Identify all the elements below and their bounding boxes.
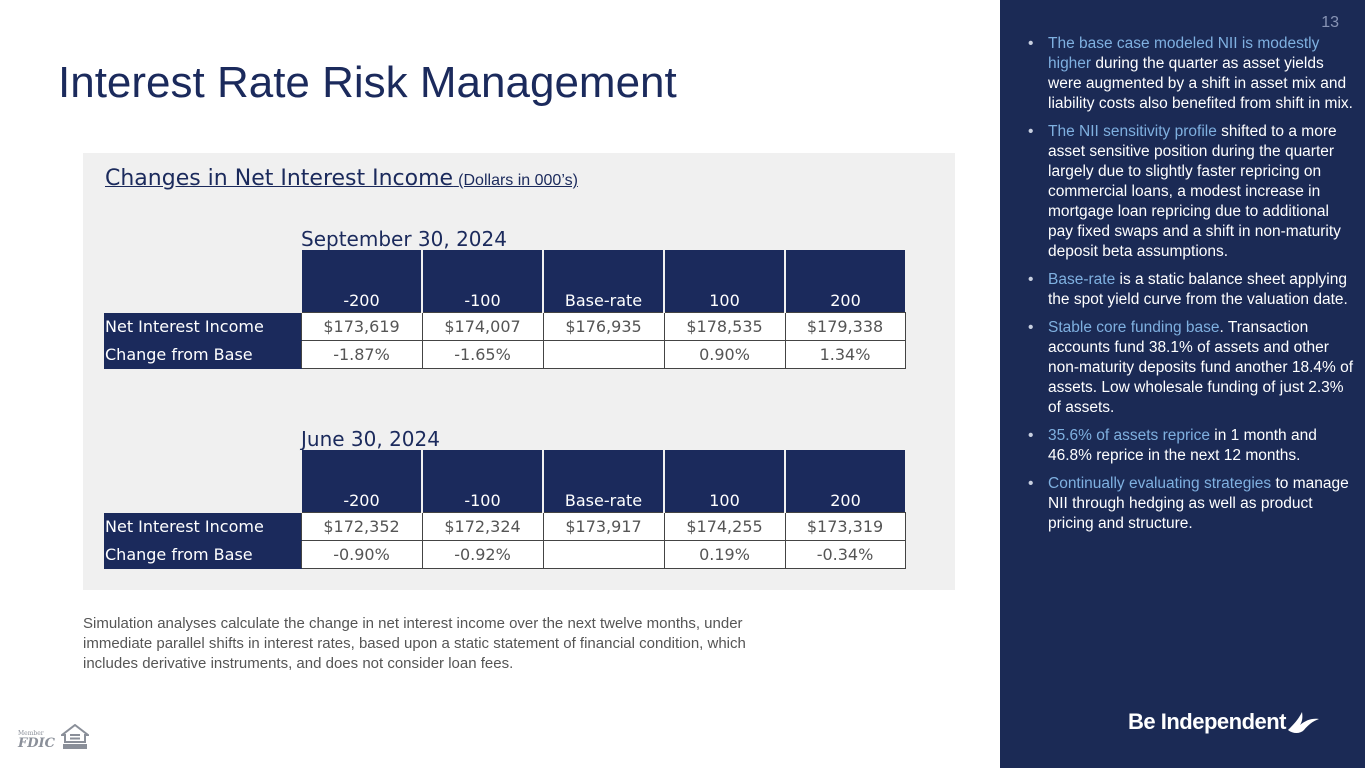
panel-title-main: Changes in Net Interest Income	[105, 166, 454, 191]
table-row: Net Interest Income $172,352 $172,324 $1…	[104, 512, 906, 541]
bullet-highlight: Continually evaluating strategies	[1048, 475, 1272, 492]
bullet-text: to manage NII through hedging as well as…	[1048, 475, 1349, 532]
fdic-logos: Member FDIC	[18, 724, 89, 750]
row-label: Change from Base	[104, 540, 301, 569]
table-cell: $176,935	[542, 312, 665, 341]
table-cell: 0.90%	[663, 340, 786, 369]
bullet-highlight: The NII sensitivity profile	[1048, 123, 1217, 140]
page-number: 13	[1321, 14, 1339, 31]
table-cell	[542, 340, 665, 369]
list-item: • Base-rate is a static balance sheet app…	[1028, 271, 1348, 308]
header-cell: 200	[784, 250, 905, 313]
list-item: • The NII sensitivity profile shifted to …	[1028, 123, 1341, 260]
header-cell: -100	[421, 450, 543, 513]
row-label: Net Interest Income	[104, 312, 301, 341]
table-cell: $179,338	[784, 312, 906, 341]
header-cell: -200	[300, 450, 422, 513]
table-cell: $173,619	[300, 312, 423, 341]
header-blank	[104, 250, 301, 313]
bullet-highlight: The base case modeled NII is modestly hi…	[1048, 35, 1320, 72]
table-cell: $174,007	[421, 312, 544, 341]
fdic-member-text: Member	[18, 730, 44, 737]
header-cell: 100	[663, 250, 785, 313]
header-row: -200 -100 Base-rate 100 200	[104, 250, 905, 313]
panel-title: Changes in Net Interest Income (Dollars …	[105, 166, 578, 191]
bird-icon	[1288, 712, 1320, 733]
table-cell: $173,319	[784, 512, 906, 541]
header-cell: -100	[421, 250, 543, 313]
list-item: • Stable core funding base. Transaction a…	[1028, 319, 1354, 416]
table-row: Change from Base -0.90% -0.92% 0.19% -0.…	[104, 540, 906, 569]
row-label: Change from Base	[104, 340, 301, 369]
fdic-logo: Member FDIC	[18, 730, 55, 751]
bullet-text: is a static balance sheet applying the s…	[1048, 271, 1348, 308]
page-title: Interest Rate Risk Management	[58, 58, 677, 107]
table-cell: -0.90%	[300, 540, 423, 569]
table-cell: -1.87%	[300, 340, 423, 369]
table-cell: $172,352	[300, 512, 423, 541]
rates-table-sep: -200 -100 Base-rate 100 200 Net Interest…	[104, 250, 906, 369]
table-cell	[542, 540, 665, 569]
list-item: • 35.6% of assets reprice in 1 month and …	[1028, 427, 1317, 464]
bullet-text: during the quarter as asset yields were …	[1048, 55, 1353, 112]
bullet-text: in 1 month and 46.8% reprice in the next…	[1048, 427, 1317, 464]
table-row: Net Interest Income $173,619 $174,007 $1…	[104, 312, 906, 341]
header-cell: -200	[300, 250, 422, 313]
bullet-highlight: Base-rate	[1048, 271, 1116, 288]
sidebar: 13 • The base case modeled NII is modestl…	[1000, 0, 1365, 768]
header-cell: Base-rate	[542, 250, 664, 313]
table-cell: 1.34%	[784, 340, 906, 369]
table-cell: -0.34%	[784, 540, 906, 569]
bullet-text: shifted to a more asset sensitive positi…	[1048, 123, 1341, 260]
brand-logo: Be Independent	[1128, 708, 1320, 736]
rates-table-jun: -200 -100 Base-rate 100 200 Net Interest…	[104, 450, 906, 569]
table-cell: -0.92%	[421, 540, 544, 569]
row-label: Net Interest Income	[104, 512, 301, 541]
bullet-text: . Transaction accounts fund 38.1% of ass…	[1048, 319, 1354, 416]
header-cell: Base-rate	[542, 450, 664, 513]
header-cell: 200	[784, 450, 905, 513]
list-item: • The base case modeled NII is modestly h…	[1028, 35, 1353, 112]
period-label-jun: June 30, 2024	[301, 427, 440, 451]
footnote: Simulation analyses calculate the change…	[83, 615, 746, 672]
table-cell: 0.19%	[663, 540, 786, 569]
bullet-highlight: 35.6% of assets reprice	[1048, 427, 1210, 444]
bullet-highlight: Stable core funding base	[1048, 319, 1220, 336]
bullet-list: • The base case modeled NII is modestly h…	[1028, 34, 1358, 542]
panel-title-sub: (Dollars in 000’s)	[458, 172, 578, 189]
table-row: Change from Base -1.87% -1.65% 0.90% 1.3…	[104, 340, 906, 369]
brand-text: Be Independent	[1128, 709, 1287, 734]
header-row: -200 -100 Base-rate 100 200	[104, 450, 905, 513]
table-cell: $174,255	[663, 512, 786, 541]
nii-panel: Changes in Net Interest Income (Dollars …	[83, 153, 955, 590]
table-cell: -1.65%	[421, 340, 544, 369]
header-blank	[104, 450, 301, 513]
fdic-text: FDIC	[18, 736, 55, 751]
table-cell: $172,324	[421, 512, 544, 541]
equal-housing-lender-icon	[60, 724, 89, 749]
period-label-sep: September 30, 2024	[301, 227, 507, 251]
table-cell: $178,535	[663, 312, 786, 341]
header-cell: 100	[663, 450, 785, 513]
table-cell: $173,917	[542, 512, 665, 541]
list-item: • Continually evaluating strategies to ma…	[1028, 475, 1349, 532]
